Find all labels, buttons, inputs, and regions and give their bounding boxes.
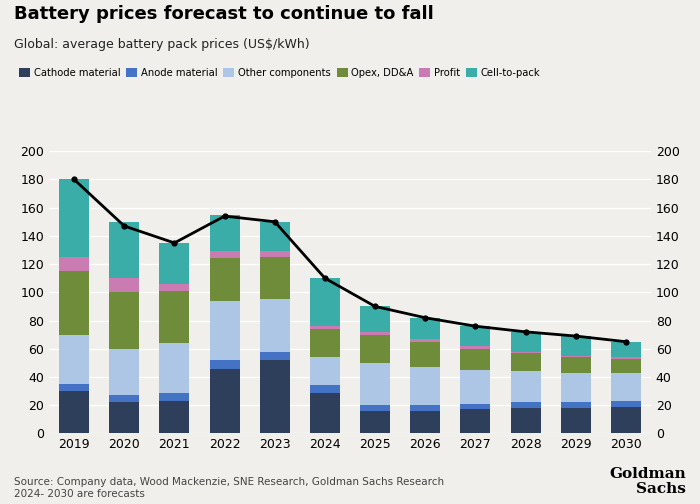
Bar	[310, 386, 340, 393]
Bar	[410, 411, 440, 433]
Bar	[160, 393, 190, 401]
Text: Goldman
Sachs: Goldman Sachs	[609, 467, 686, 496]
Bar	[461, 370, 491, 404]
Bar	[360, 306, 390, 332]
Bar	[310, 278, 340, 326]
Bar	[461, 326, 491, 346]
Bar	[160, 343, 190, 393]
Bar	[59, 335, 89, 384]
Bar	[510, 408, 540, 433]
Bar	[160, 291, 190, 343]
Legend: Cathode material, Anode material, Other components, Opex, DD&A, Profit, Cell-to-: Cathode material, Anode material, Other …	[19, 68, 540, 78]
Bar	[209, 360, 239, 368]
Bar	[209, 368, 239, 433]
Bar	[611, 401, 641, 407]
Bar	[360, 405, 390, 411]
Bar	[410, 339, 440, 342]
Bar	[109, 222, 139, 278]
Bar	[260, 299, 290, 352]
Bar	[310, 357, 340, 386]
Bar	[160, 243, 190, 284]
Bar	[611, 359, 641, 373]
Bar	[59, 257, 89, 271]
Bar	[260, 352, 290, 360]
Bar	[561, 356, 591, 357]
Bar	[209, 259, 239, 301]
Bar	[410, 405, 440, 411]
Bar	[360, 335, 390, 363]
Bar	[260, 222, 290, 251]
Bar	[109, 278, 139, 292]
Bar	[410, 367, 440, 405]
Bar	[109, 395, 139, 402]
Bar	[59, 384, 89, 391]
Bar	[209, 251, 239, 259]
Bar	[561, 408, 591, 433]
Bar	[160, 401, 190, 433]
Bar	[611, 407, 641, 433]
Bar	[410, 318, 440, 339]
Bar	[611, 373, 641, 401]
Bar	[260, 251, 290, 257]
Bar	[561, 357, 591, 373]
Bar	[461, 349, 491, 370]
Bar	[109, 292, 139, 349]
Bar	[310, 393, 340, 433]
Text: Global: average battery pack prices (US$/kWh): Global: average battery pack prices (US$…	[14, 38, 309, 51]
Bar	[561, 402, 591, 408]
Bar	[461, 346, 491, 349]
Bar	[360, 363, 390, 405]
Bar	[109, 349, 139, 395]
Bar	[360, 411, 390, 433]
Bar	[59, 179, 89, 257]
Bar	[260, 360, 290, 433]
Bar	[510, 402, 540, 408]
Text: Source: Company data, Wood Mackenzie, SNE Research, Goldman Sachs Research
2024-: Source: Company data, Wood Mackenzie, SN…	[14, 477, 444, 499]
Bar	[461, 404, 491, 409]
Bar	[209, 301, 239, 360]
Bar	[59, 271, 89, 335]
Bar	[611, 357, 641, 359]
Bar	[410, 342, 440, 367]
Bar	[59, 391, 89, 433]
Bar	[461, 409, 491, 433]
Bar	[561, 373, 591, 402]
Bar	[260, 257, 290, 299]
Bar	[310, 329, 340, 357]
Bar	[209, 215, 239, 251]
Bar	[611, 342, 641, 357]
Bar	[510, 332, 540, 352]
Text: Battery prices forecast to continue to fall: Battery prices forecast to continue to f…	[14, 5, 434, 23]
Bar	[360, 332, 390, 335]
Bar	[510, 371, 540, 402]
Bar	[561, 336, 591, 356]
Bar	[510, 352, 540, 353]
Bar	[160, 284, 190, 291]
Bar	[510, 353, 540, 371]
Bar	[310, 326, 340, 329]
Bar	[109, 402, 139, 433]
